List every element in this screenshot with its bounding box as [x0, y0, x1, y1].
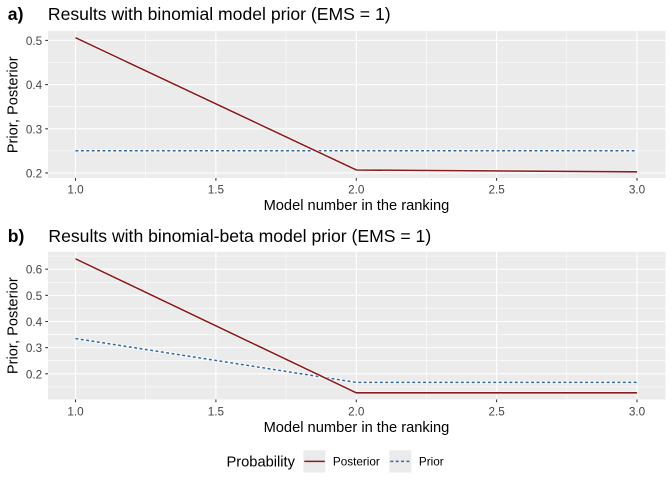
svg-text:Results with binomial model pr: Results with binomial model prior (EMS =…	[48, 4, 391, 24]
svg-text:1.0: 1.0	[67, 406, 84, 419]
svg-text:2.5: 2.5	[488, 406, 505, 419]
svg-text:2.0: 2.0	[348, 184, 365, 197]
svg-text:a): a)	[8, 4, 24, 24]
svg-text:0.3: 0.3	[26, 123, 42, 136]
svg-text:0.6: 0.6	[26, 264, 42, 277]
svg-text:2.0: 2.0	[348, 406, 365, 419]
svg-text:0.5: 0.5	[26, 35, 43, 48]
svg-text:0.2: 0.2	[26, 168, 42, 181]
svg-text:1.0: 1.0	[67, 184, 84, 197]
svg-text:0.4: 0.4	[26, 316, 43, 329]
svg-text:Model number in the ranking: Model number in the ranking	[264, 198, 450, 214]
svg-text:Prior, Posterior: Prior, Posterior	[5, 56, 21, 153]
svg-text:Prior: Prior	[419, 456, 444, 469]
svg-text:Results with binomial-beta mod: Results with binomial-beta model prior (…	[48, 226, 431, 246]
svg-text:Prior, Posterior: Prior, Posterior	[5, 277, 21, 374]
svg-text:3.0: 3.0	[629, 184, 646, 197]
svg-text:1.5: 1.5	[208, 406, 225, 419]
svg-text:2.5: 2.5	[488, 184, 505, 197]
svg-text:Probability: Probability	[227, 455, 296, 471]
svg-text:b): b)	[8, 226, 25, 246]
svg-text:Model number in the ranking: Model number in the ranking	[264, 420, 450, 436]
svg-text:0.3: 0.3	[26, 342, 42, 355]
svg-text:1.5: 1.5	[208, 184, 225, 197]
svg-text:0.5: 0.5	[26, 290, 43, 303]
svg-text:0.2: 0.2	[26, 368, 42, 381]
svg-text:0.4: 0.4	[26, 79, 43, 92]
svg-text:Posterior: Posterior	[333, 456, 380, 469]
svg-text:3.0: 3.0	[629, 406, 646, 419]
